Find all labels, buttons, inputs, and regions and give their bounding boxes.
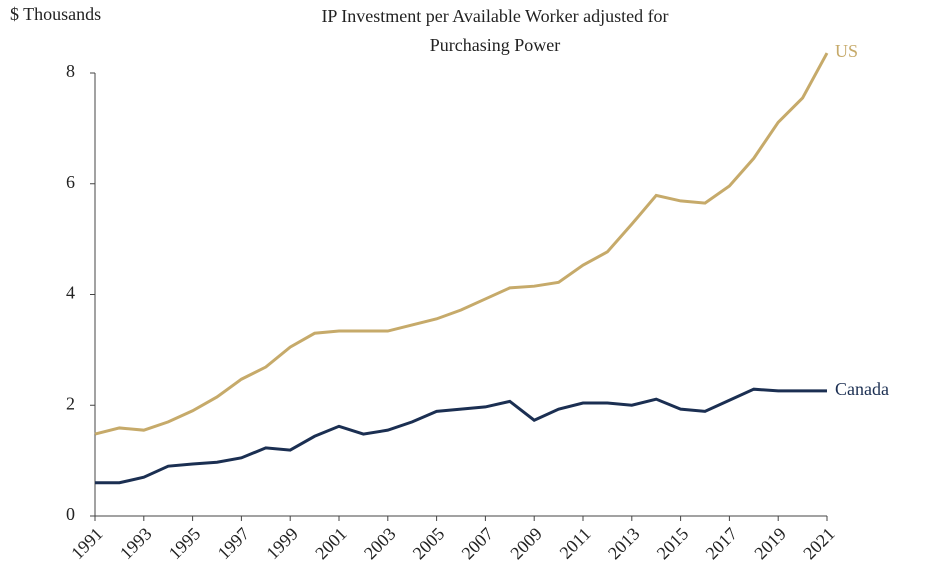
x-tick-label: 2013	[604, 524, 644, 564]
x-tick-label: 2001	[311, 524, 351, 564]
y-tick-label: 4	[66, 283, 75, 303]
y-tick-label: 0	[66, 504, 75, 524]
x-tick-label: 2009	[506, 524, 546, 564]
y-tick-label: 6	[66, 172, 75, 192]
x-tick-label: 1997	[214, 524, 254, 564]
x-tick-label: 2005	[409, 524, 449, 564]
series-line	[94, 52, 829, 436]
x-tick-label: 1995	[165, 524, 205, 564]
x-tick-label: 1999	[262, 524, 302, 564]
x-tick-label: 2007	[458, 524, 498, 564]
x-tick-label: 2021	[799, 524, 839, 564]
y-tick-label: 2	[66, 393, 75, 413]
y-tick-label: 8	[66, 61, 75, 81]
chart-title: IP Investment per Available Worker adjus…	[321, 6, 668, 26]
series-line	[95, 387, 827, 485]
y-axis-label: $ Thousands	[10, 4, 101, 24]
x-tick-label: 2017	[702, 524, 742, 564]
series-label: US	[835, 41, 858, 61]
x-tick-label: 1991	[67, 524, 107, 564]
x-tick-label: 2003	[360, 524, 400, 564]
x-tick-label: 2011	[556, 524, 595, 563]
x-tick-label: 1993	[116, 524, 156, 564]
x-tick-label: 2019	[750, 524, 790, 564]
chart-title: Purchasing Power	[430, 35, 560, 55]
series-label: Canada	[835, 379, 889, 399]
x-tick-label: 2015	[653, 524, 693, 564]
